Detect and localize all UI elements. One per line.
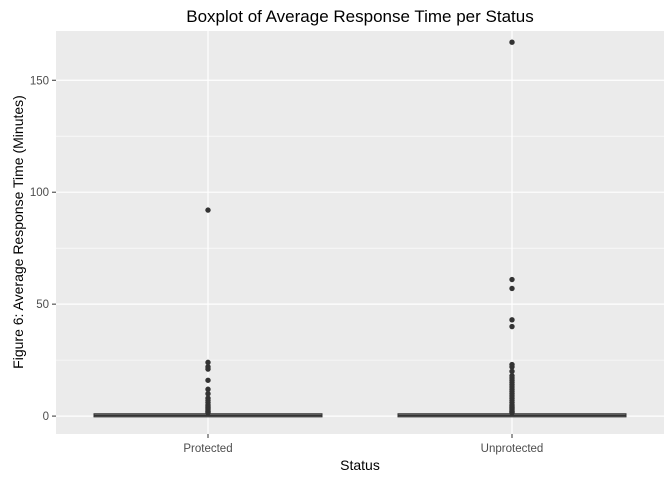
x-axis: Protected Unprotected (183, 434, 543, 455)
box-unprotected (397, 39, 627, 418)
boxes (93, 39, 627, 418)
chart-title: Boxplot of Average Response Time per Sta… (186, 7, 533, 26)
x-tick-label: Protected (183, 443, 232, 455)
box-protected (93, 207, 323, 418)
outlier-point (509, 409, 515, 416)
outlier-point (509, 368, 515, 375)
outlier-point (509, 39, 515, 45)
outlier-point (509, 317, 515, 323)
y-tick-label: 100 (30, 187, 49, 199)
x-axis-title: Status (340, 457, 380, 473)
y-tick-label: 0 (43, 411, 49, 423)
outlier-point (509, 285, 515, 292)
outlier-point (205, 366, 211, 372)
outlier-point (205, 409, 211, 416)
plot-panel (56, 31, 664, 434)
outlier-point (509, 323, 515, 330)
outlier-point (205, 207, 211, 213)
y-tick-label: 50 (36, 299, 49, 311)
x-tick-label: Unprotected (481, 443, 544, 455)
y-axis: 0 50 100 150 (30, 75, 56, 423)
y-axis-title: Figure 6: Average Response Time (Minutes… (10, 95, 26, 369)
outlier-point (509, 364, 515, 370)
outlier-point (205, 391, 211, 397)
outlier-point (205, 359, 211, 366)
outlier-point (205, 386, 211, 392)
outlier-point (205, 377, 211, 383)
panel-background (56, 31, 664, 434)
y-tick-label: 150 (30, 75, 49, 87)
outlier-point (509, 276, 515, 283)
